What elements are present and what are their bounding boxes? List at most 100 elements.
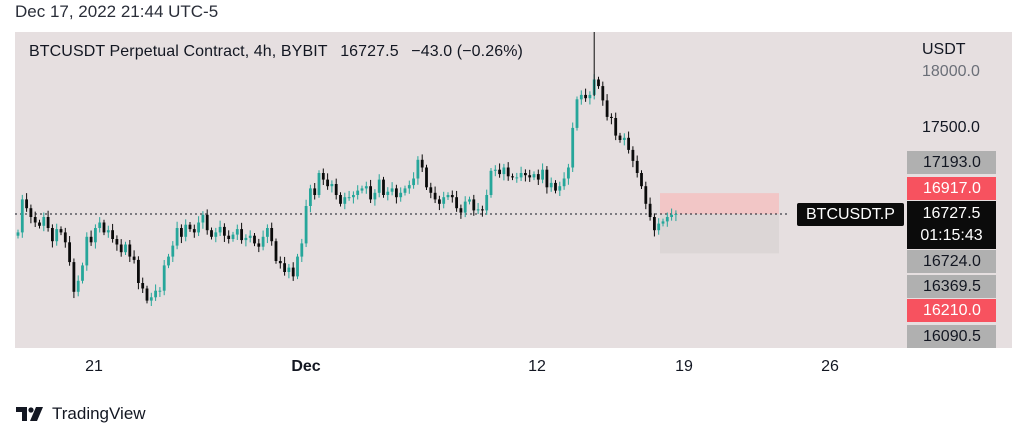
- candle-body: [631, 149, 635, 161]
- candle-body: [412, 178, 415, 186]
- candle-body: [541, 169, 544, 180]
- candle-body: [223, 226, 226, 236]
- candle-body: [614, 118, 618, 136]
- candle-body: [59, 229, 63, 233]
- candle-body: [605, 100, 609, 117]
- price-label-stop: 16917.0: [907, 177, 996, 200]
- candle-body: [283, 263, 286, 272]
- candle-body: [304, 206, 308, 244]
- candle-body: [339, 195, 342, 204]
- candle-body: [575, 99, 579, 128]
- candle-body: [640, 173, 643, 187]
- candle-body: [253, 235, 256, 244]
- candle-body: [588, 94, 592, 99]
- tradingview-logo-icon: [16, 407, 43, 421]
- candle-body: [562, 178, 566, 187]
- stop-loss-zone[interactable]: [660, 193, 779, 214]
- candle-body: [579, 94, 583, 100]
- candle-body: [68, 242, 71, 263]
- candle-body: [670, 214, 673, 217]
- candle-body: [506, 167, 510, 177]
- candle-body: [390, 188, 394, 192]
- candle-body: [334, 184, 338, 195]
- axis-unit: USDT: [922, 41, 966, 58]
- candle-body: [326, 179, 329, 187]
- candle-body: [364, 186, 368, 189]
- candle-body: [63, 232, 67, 243]
- candle-body: [25, 199, 28, 209]
- candle-body: [180, 228, 183, 237]
- candle-body: [536, 174, 540, 180]
- candle-body: [175, 228, 179, 246]
- candle-body: [111, 230, 114, 239]
- candle-body: [167, 256, 170, 266]
- candle-body: [528, 175, 532, 178]
- candle-body: [141, 283, 145, 289]
- candle-body: [261, 236, 265, 247]
- candle-body: [425, 167, 428, 188]
- candle-body: [498, 169, 501, 175]
- candle-body: [661, 221, 665, 224]
- candle-body: [610, 116, 613, 118]
- candle-body: [382, 179, 385, 195]
- candle-body: [128, 244, 132, 257]
- price-label-low: 16210.0: [907, 299, 996, 322]
- candle-body: [55, 229, 59, 242]
- candle-body: [420, 159, 424, 168]
- candle-body: [171, 245, 175, 257]
- candle-body: [403, 188, 407, 193]
- candle-body: [257, 243, 261, 247]
- candle-body: [416, 159, 420, 179]
- candle-body: [149, 297, 153, 301]
- candle-body: [197, 222, 200, 233]
- candle-body: [244, 237, 248, 241]
- candle-body: [270, 228, 274, 242]
- candle-body: [476, 209, 480, 211]
- bar-countdown: 01:15:43: [920, 227, 983, 244]
- candle-body: [674, 213, 678, 215]
- tradingview-brand[interactable]: TradingView: [16, 404, 146, 424]
- candle-body: [85, 236, 89, 266]
- candle-body: [98, 222, 102, 228]
- candle-body: [218, 226, 222, 233]
- candle-body: [554, 182, 557, 191]
- candle-body: [184, 224, 188, 237]
- candle-body: [407, 185, 411, 189]
- candle-body: [154, 290, 157, 298]
- candle-body: [653, 217, 656, 231]
- candle-body: [515, 177, 519, 179]
- candle-body: [76, 280, 80, 292]
- candle-body: [524, 173, 527, 176]
- candle-body: [463, 201, 467, 213]
- candle-body: [20, 199, 24, 233]
- candle-body: [106, 230, 110, 233]
- candle-body: [635, 160, 639, 173]
- candle-body: [240, 229, 243, 241]
- candle-body: [291, 267, 295, 277]
- chart-panel[interactable]: [15, 32, 1012, 348]
- candle-body: [46, 217, 50, 228]
- candle-body: [321, 173, 325, 180]
- candle-body: [145, 288, 149, 301]
- candle-body: [597, 79, 600, 87]
- y-tick-18000: 18000.0: [922, 63, 980, 80]
- price-label-target: 16369.5: [907, 275, 996, 298]
- take-profit-zone[interactable]: [660, 213, 779, 254]
- candle-body: [119, 244, 123, 253]
- candle-body: [627, 137, 630, 150]
- candle-body: [115, 239, 119, 245]
- candle-body: [386, 191, 390, 195]
- candle-body: [214, 232, 218, 237]
- candle-body: [38, 222, 41, 226]
- candle-body: [481, 209, 484, 211]
- candle-body: [94, 228, 97, 243]
- candle-body: [472, 199, 476, 211]
- candle-body: [369, 186, 372, 200]
- timestamp: Dec 17, 2022 21:44 UTC-5: [15, 2, 219, 21]
- candle-body: [33, 217, 37, 223]
- brand-name: TradingView: [52, 404, 146, 423]
- candle-body: [502, 167, 506, 175]
- candle-body: [210, 230, 213, 237]
- candle-body: [201, 214, 205, 223]
